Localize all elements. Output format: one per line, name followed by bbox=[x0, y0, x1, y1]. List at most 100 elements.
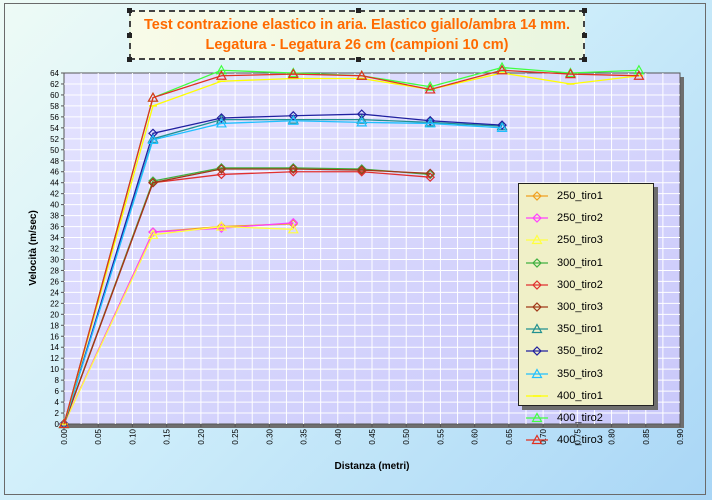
series-line-300_tiro3 bbox=[63, 168, 431, 425]
legend-marker bbox=[532, 257, 542, 268]
legend-marker bbox=[532, 191, 542, 201]
y-tick-label: 62 bbox=[50, 80, 59, 89]
x-tick-label: 0.60 bbox=[471, 428, 480, 444]
legend-swatch bbox=[526, 234, 548, 245]
x-tick-label: 0.30 bbox=[265, 428, 274, 444]
legend-label: 400_tiro2 bbox=[557, 411, 603, 424]
legend-swatch bbox=[526, 279, 548, 290]
data-point-350_tiro2 bbox=[216, 113, 227, 123]
data-point-400_tiro3 bbox=[287, 68, 299, 79]
resize-handle-s[interactable] bbox=[356, 57, 361, 62]
resize-handle-e[interactable] bbox=[582, 33, 587, 38]
y-tick-label: 10 bbox=[50, 365, 59, 374]
data-point-400_tiro2 bbox=[496, 61, 508, 72]
x-tick-label: 0.25 bbox=[231, 428, 240, 444]
data-point-400_tiro3 bbox=[633, 70, 645, 80]
y-tick-label: 64 bbox=[50, 69, 59, 78]
y-tick-label: 2 bbox=[55, 409, 60, 418]
legend-marker bbox=[531, 367, 543, 378]
chart-title-line-1: Test contrazione elastico in aria. Elast… bbox=[143, 17, 570, 33]
resize-handle-se[interactable] bbox=[582, 57, 587, 62]
chart-frame bbox=[4, 3, 706, 495]
legend-label: 300_tiro3 bbox=[557, 301, 603, 314]
x-axis-title: Distanza (metri) bbox=[334, 461, 409, 472]
data-point-300_tiro3 bbox=[356, 165, 367, 175]
data-point-350_tiro1 bbox=[356, 113, 368, 124]
x-tick-label: 0.55 bbox=[436, 428, 445, 444]
y-tick-label: 50 bbox=[50, 146, 59, 155]
legend-label: 250_tiro1 bbox=[557, 190, 603, 203]
legend-marker bbox=[532, 346, 542, 357]
x-tick-label: 0.00 bbox=[60, 428, 69, 444]
y-tick-label: 32 bbox=[50, 245, 59, 254]
legend-swatch bbox=[526, 346, 548, 357]
series-line-400_tiro3 bbox=[63, 69, 639, 425]
data-point-250_tiro2 bbox=[288, 217, 299, 228]
x-tick-label: 0.80 bbox=[608, 428, 617, 444]
legend-item-400_tiro3: 400_tiro3 bbox=[519, 429, 653, 451]
data-point-250_tiro3 bbox=[215, 220, 227, 231]
y-tick-label: 46 bbox=[50, 168, 59, 177]
chart-title-box[interactable]: Test contrazione elastico in aria. Elast… bbox=[127, 8, 587, 62]
resize-handle-nw[interactable] bbox=[127, 8, 132, 13]
legend-swatch bbox=[526, 257, 548, 268]
resize-handle-w[interactable] bbox=[127, 33, 132, 38]
resize-handle-n[interactable] bbox=[356, 8, 361, 13]
y-tick-label: 52 bbox=[50, 135, 59, 144]
legend-item-400_tiro2: 400_tiro2 bbox=[519, 407, 653, 429]
legend-swatch bbox=[526, 213, 548, 224]
y-tick-label: 36 bbox=[50, 223, 59, 232]
y-tick-label: 54 bbox=[50, 124, 59, 133]
y-tick-label: 42 bbox=[50, 190, 59, 199]
y-tick-label: 4 bbox=[55, 398, 60, 407]
y-tick-label: 28 bbox=[50, 266, 59, 275]
legend-marker bbox=[532, 302, 542, 312]
legend-swatch bbox=[526, 367, 548, 378]
y-tick-label: 20 bbox=[50, 310, 59, 319]
legend-label: 350_tiro1 bbox=[557, 323, 603, 336]
legend-item-400_tiro1: 400_tiro1 bbox=[519, 385, 653, 407]
legend-label: 300_tiro1 bbox=[557, 256, 603, 269]
legend-marker bbox=[531, 234, 543, 245]
data-point-350_tiro3 bbox=[496, 122, 508, 132]
y-tick-label: 22 bbox=[50, 299, 59, 308]
series-group bbox=[58, 61, 645, 429]
data-point-300_tiro3 bbox=[216, 164, 227, 174]
data-point-350_tiro3 bbox=[356, 116, 368, 127]
resize-handle-sw[interactable] bbox=[127, 57, 132, 62]
y-tick-label: 30 bbox=[50, 255, 59, 264]
y-tick-label: 6 bbox=[55, 387, 60, 396]
y-tick-label: 26 bbox=[50, 277, 59, 286]
y-tick-label: 60 bbox=[50, 91, 59, 100]
x-tick-label: 0.10 bbox=[128, 428, 137, 444]
legend-swatch bbox=[526, 395, 548, 397]
data-point-350_tiro3 bbox=[424, 117, 436, 128]
data-point-350_tiro3 bbox=[147, 134, 159, 145]
data-point-400_tiro3 bbox=[215, 70, 227, 80]
x-tick-label: 0.40 bbox=[334, 428, 343, 444]
resize-handle-ne[interactable] bbox=[582, 8, 587, 13]
y-tick-label: 12 bbox=[50, 354, 59, 363]
y-tick-label: 48 bbox=[50, 157, 59, 166]
data-point-400_tiro3 bbox=[496, 64, 508, 75]
legend-marker bbox=[531, 323, 543, 334]
x-tick-label: 0.75 bbox=[573, 428, 582, 444]
data-point-400_tiro3 bbox=[356, 70, 368, 80]
y-tick-label: 16 bbox=[50, 332, 59, 341]
data-point-250_tiro3 bbox=[147, 229, 159, 239]
legend-swatch bbox=[526, 302, 548, 312]
legend-swatch bbox=[526, 191, 548, 201]
x-tick-labels: 0.00 0.05 0.10 0.15 0.20 0.25 0.30 0.35 0.40 0.45… bbox=[60, 424, 685, 445]
data-point-350_tiro2 bbox=[148, 128, 158, 139]
data-point-300_tiro1 bbox=[216, 163, 227, 173]
x-tick-label: 0.20 bbox=[197, 428, 206, 444]
y-tick-label: 8 bbox=[55, 376, 60, 385]
series-400_tiro3 bbox=[58, 64, 645, 429]
x-tick-label: 0.65 bbox=[505, 428, 514, 444]
data-point-350_tiro3 bbox=[215, 117, 227, 128]
legend-item-350_tiro1: 350_tiro1 bbox=[519, 318, 653, 340]
legend-label: 350_tiro2 bbox=[557, 345, 603, 358]
legend-marker bbox=[532, 213, 542, 224]
data-point-400_tiro3 bbox=[147, 91, 159, 102]
y-tick-label: 34 bbox=[50, 234, 59, 243]
